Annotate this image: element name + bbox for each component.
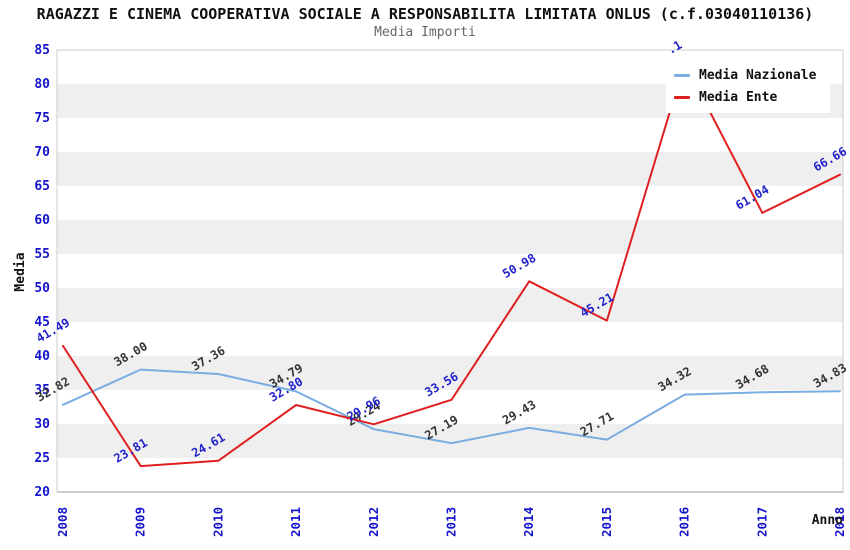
legend-swatch-media-ente-icon	[674, 96, 690, 99]
y-tick-label: 85	[34, 43, 50, 58]
y-tick-label: 45	[34, 315, 50, 330]
x-axis-title: Anno	[812, 513, 843, 528]
series-line-media-ente	[62, 61, 841, 468]
grid-band	[57, 220, 843, 254]
x-tick-label: 2017	[754, 507, 769, 537]
data-label: 50.98	[500, 251, 538, 281]
y-tick-label: 40	[34, 349, 50, 364]
data-label: 29.43	[500, 397, 538, 427]
data-label: 32.82	[34, 374, 72, 404]
chart-title: RAGAZZI E CINEMA COOPERATIVA SOCIALE A R…	[36, 5, 814, 23]
chart-legend: Media Nazionale Media Ente	[666, 61, 831, 113]
x-tick-label: 2016	[677, 507, 692, 537]
y-tick-label: 55	[34, 247, 50, 262]
grid-band	[57, 424, 843, 458]
y-tick-label: 25	[34, 451, 50, 466]
y-tick-label: 75	[34, 111, 50, 126]
y-tick-label: 35	[34, 383, 50, 398]
grid-band	[57, 152, 843, 186]
data-label: 61.04	[733, 182, 771, 212]
y-tick-label: 50	[34, 281, 50, 296]
legend-label-media-ente: Media Ente	[699, 90, 778, 105]
y-tick-label: 60	[34, 213, 50, 228]
x-tick-label: 2015	[599, 507, 614, 537]
y-axis-title: Media	[13, 252, 28, 291]
y-tick-label: 70	[34, 145, 50, 160]
grid-band	[57, 288, 843, 322]
chart-subtitle: Media Importi	[374, 25, 476, 40]
y-tick-label: 30	[34, 417, 50, 432]
legend-item-media-nazionale: Media Nazionale	[674, 69, 816, 82]
x-tick-label: 2013	[444, 507, 459, 537]
series-line-media-nazionale	[62, 368, 841, 445]
x-tick-label: 2018	[832, 507, 847, 537]
y-tick-label: 80	[34, 77, 50, 92]
y-tick-label: 65	[34, 179, 50, 194]
y-tick-label: 20	[34, 485, 50, 500]
x-tick-label: 2009	[133, 507, 148, 537]
data-label: .1	[665, 38, 685, 57]
x-tick-label: 2008	[55, 507, 70, 537]
x-tick-label: 2012	[366, 507, 381, 537]
legend-label-media-nazionale: Media Nazionale	[699, 68, 817, 83]
x-tick-label: 2014	[521, 507, 536, 537]
legend-swatch-media-nazionale-icon	[674, 74, 690, 77]
x-tick-label: 2010	[210, 507, 225, 537]
x-tick-label: 2011	[288, 507, 303, 537]
legend-item-media-ente: Media Ente	[674, 91, 816, 104]
